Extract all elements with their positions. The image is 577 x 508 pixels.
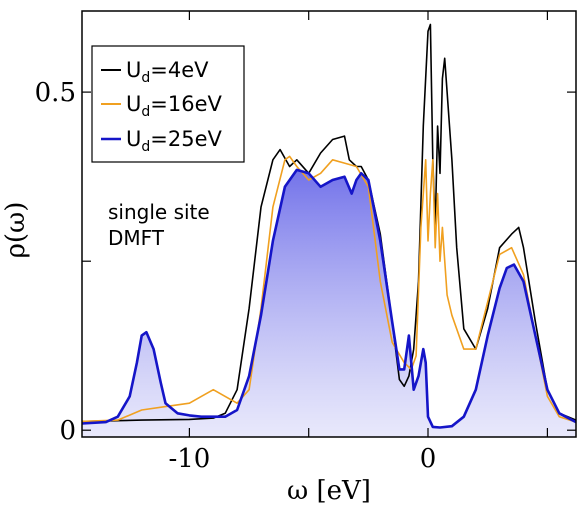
legend-entry-3: Ud=25eV xyxy=(101,127,223,155)
legend-label: Ud=16eV xyxy=(126,92,223,120)
y-axis-title: ρ(ω) xyxy=(1,202,31,259)
series-area-3 xyxy=(82,169,576,437)
annotation-line-1: single site xyxy=(108,200,210,224)
x-axis-title: ω [eV] xyxy=(287,476,371,506)
filled-area-layer xyxy=(82,169,576,437)
legend-label: Ud=4eV xyxy=(126,58,209,86)
annotation-line-2: DMFT xyxy=(108,226,165,250)
legend-entry-1: Ud=4eV xyxy=(101,58,209,86)
legend: Ud=4eV Ud=16eV Ud=25eV xyxy=(91,45,245,163)
tick-layer: -10 0 0 0.5 xyxy=(35,11,576,474)
x-tick-label: -10 xyxy=(168,444,210,474)
y-tick-label: 0 xyxy=(59,416,76,446)
y-tick-label: 0.5 xyxy=(35,78,76,108)
x-tick-label: 0 xyxy=(420,444,437,474)
legend-entry-2: Ud=16eV xyxy=(101,92,223,120)
series-layer xyxy=(82,23,576,429)
legend-label: Ud=25eV xyxy=(126,127,223,155)
plot-frame xyxy=(81,10,577,438)
annotation: single site DMFT xyxy=(108,200,210,250)
series-line-3 xyxy=(82,168,576,429)
